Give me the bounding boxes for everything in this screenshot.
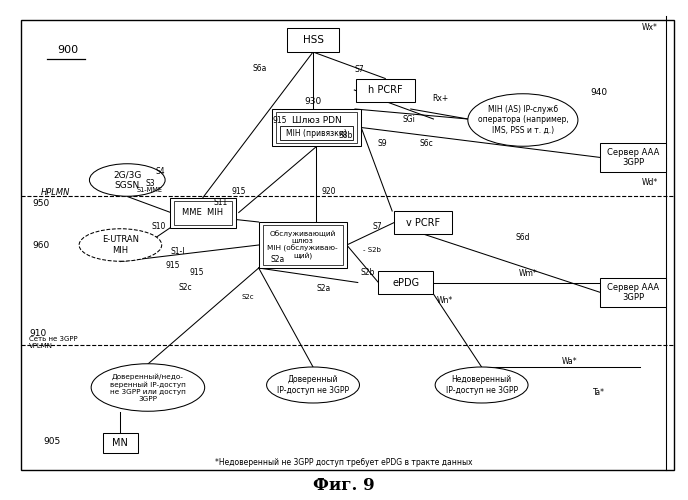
Ellipse shape (468, 94, 578, 146)
Text: Wa*: Wa* (562, 357, 577, 366)
Text: S7: S7 (372, 222, 382, 231)
FancyBboxPatch shape (175, 200, 231, 224)
Text: 930: 930 (304, 98, 322, 106)
Text: 2G/3G
SGSN: 2G/3G SGSN (113, 170, 142, 190)
Text: S2b: S2b (361, 268, 375, 277)
Text: HPLMN: HPLMN (41, 188, 71, 197)
Text: Wm*: Wm* (519, 268, 538, 278)
FancyBboxPatch shape (280, 126, 353, 140)
Text: Ta*: Ta* (592, 388, 605, 397)
Text: 960: 960 (32, 240, 50, 250)
Text: HSS: HSS (303, 35, 323, 45)
Text: S10: S10 (151, 222, 165, 231)
Ellipse shape (89, 164, 165, 196)
FancyBboxPatch shape (103, 432, 138, 452)
Text: Wx*: Wx* (642, 23, 658, 32)
Text: S1-I: S1-I (170, 246, 185, 256)
FancyBboxPatch shape (601, 143, 665, 172)
Text: h PCRF: h PCRF (368, 85, 402, 95)
Text: 910: 910 (29, 328, 47, 338)
Text: S2a: S2a (316, 284, 330, 293)
Text: 940: 940 (590, 88, 607, 97)
Text: SGi: SGi (403, 116, 416, 124)
Ellipse shape (91, 364, 205, 411)
Text: Сеть не 3GPP: Сеть не 3GPP (29, 336, 78, 342)
Text: Фиг. 9: Фиг. 9 (313, 476, 375, 494)
Text: 900: 900 (57, 45, 78, 55)
FancyBboxPatch shape (356, 78, 414, 102)
FancyBboxPatch shape (272, 109, 361, 146)
Text: S2a: S2a (270, 256, 284, 264)
Text: S6c: S6c (420, 138, 433, 147)
FancyBboxPatch shape (171, 198, 235, 228)
FancyBboxPatch shape (394, 211, 453, 234)
Text: S7: S7 (354, 66, 364, 74)
FancyBboxPatch shape (601, 278, 665, 307)
Text: Wd*: Wd* (642, 178, 658, 187)
FancyBboxPatch shape (288, 28, 339, 52)
Text: E-UTRAN
MIH: E-UTRAN MIH (102, 236, 139, 255)
Text: S3: S3 (145, 180, 155, 188)
Text: Недоверенный
IP-доступ не 3GPP: Недоверенный IP-доступ не 3GPP (446, 376, 517, 394)
Text: MN: MN (112, 438, 129, 448)
Text: 950: 950 (32, 200, 50, 208)
Text: S1-MME: S1-MME (137, 187, 163, 193)
Text: 915: 915 (231, 188, 246, 196)
Text: Обслуживающий
шлюз
MIH (обслуживаю-
щий): Обслуживающий шлюз MIH (обслуживаю- щий) (268, 230, 338, 260)
Text: 915: 915 (272, 116, 288, 125)
Text: ePDG: ePDG (392, 278, 420, 287)
Text: 920: 920 (321, 187, 336, 196)
FancyBboxPatch shape (378, 271, 433, 293)
Text: S2c: S2c (241, 294, 254, 300)
Ellipse shape (435, 367, 528, 403)
Text: S8b: S8b (338, 132, 352, 140)
Ellipse shape (267, 367, 359, 403)
Text: Wn*: Wn* (436, 296, 453, 305)
Text: Доверенный/недо-
веренный IP-доступ
не 3GPP или доступ
3GPP: Доверенный/недо- веренный IP-доступ не 3… (110, 374, 186, 402)
Text: *Недоверенный не 3GPP доступ требует ePDG в тракте данных: *Недоверенный не 3GPP доступ требует ePD… (215, 458, 473, 467)
FancyBboxPatch shape (263, 225, 343, 265)
Text: VPLMN: VPLMN (29, 344, 53, 349)
Text: Шлюз PDN: Шлюз PDN (292, 116, 341, 125)
Text: S6d: S6d (515, 234, 530, 242)
Text: - S2b: - S2b (363, 247, 380, 253)
Text: 915: 915 (165, 261, 180, 270)
Text: S2c: S2c (179, 282, 193, 292)
Text: MIH (привязки): MIH (привязки) (286, 128, 347, 138)
FancyBboxPatch shape (259, 222, 347, 268)
Text: S4: S4 (155, 168, 165, 176)
Text: Rx+: Rx+ (432, 94, 449, 103)
Text: MME  MIH: MME MIH (182, 208, 224, 217)
Text: S9: S9 (377, 138, 387, 147)
Text: v PCRF: v PCRF (406, 218, 440, 228)
FancyBboxPatch shape (276, 112, 357, 143)
Text: Сервер AAA
3GPP: Сервер AAA 3GPP (607, 148, 659, 167)
Text: MIH (AS) IP-служб
оператора (например,
IMS, PSS и т. д.): MIH (AS) IP-служб оператора (например, I… (477, 105, 568, 135)
Text: Сервер AAА
3GPP: Сервер AAА 3GPP (607, 283, 659, 302)
Text: 915: 915 (189, 268, 204, 277)
Text: Доверенный
IP-доступ не 3GPP: Доверенный IP-доступ не 3GPP (277, 376, 349, 394)
Text: S6a: S6a (253, 64, 267, 73)
Text: 905: 905 (43, 436, 61, 446)
Text: S11: S11 (213, 198, 227, 207)
Ellipse shape (79, 229, 162, 261)
